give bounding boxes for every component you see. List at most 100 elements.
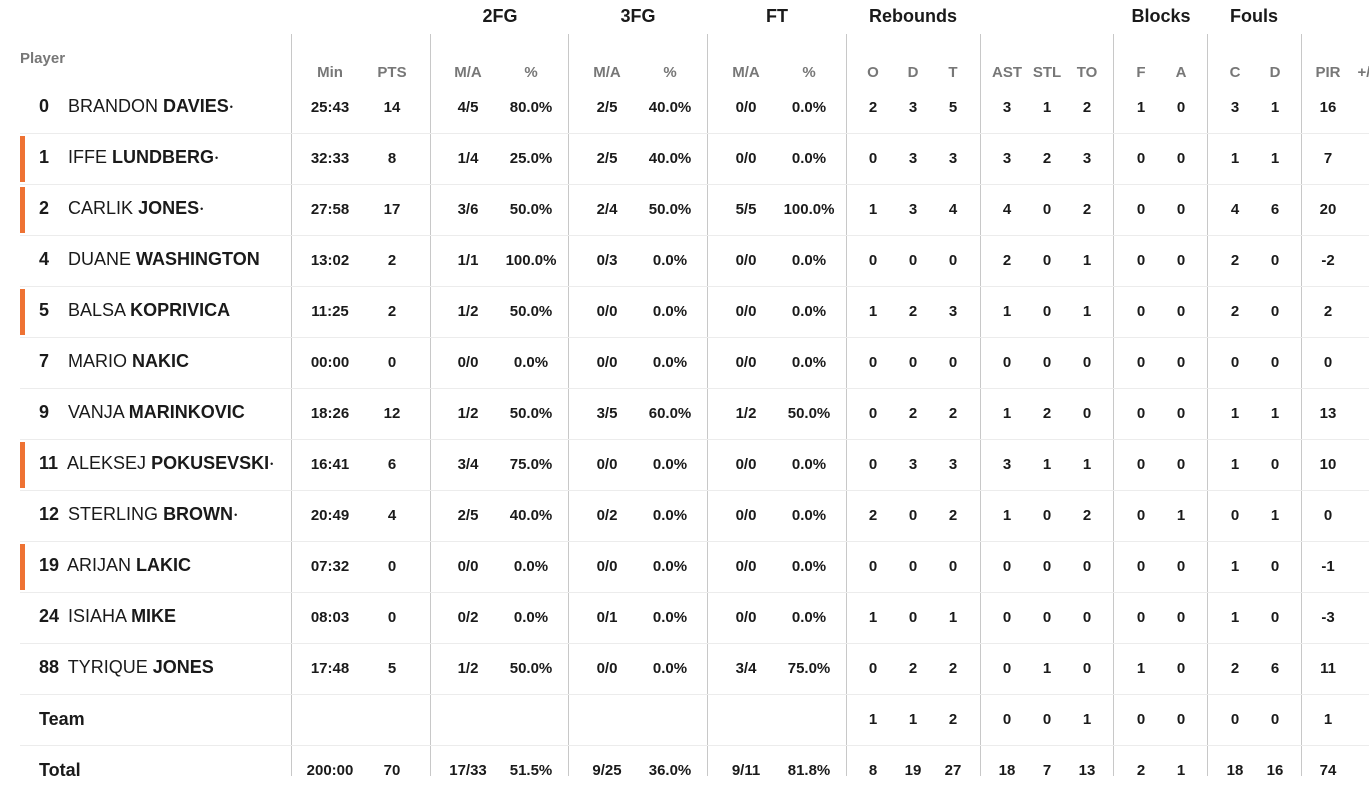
player-name-link[interactable]: 11 ALEKSEJ POKUSEVSKI• <box>39 453 273 474</box>
column-divider <box>846 34 847 776</box>
table-row[interactable]: 9 VANJA MARINKOVIC 18:26 12 1/2 50.0% 3/5 60.0… <box>20 389 1369 440</box>
stat-fc: 0 <box>1230 354 1240 371</box>
stat-pts: 12 <box>383 405 401 422</box>
player-name-link[interactable]: 2 CARLIK JONES• <box>39 198 203 219</box>
stat-fg2-pct: 100.0% <box>505 252 557 269</box>
table-row[interactable]: 12 STERLING BROWN• 20:49 4 2/5 40.0% 0/2 0.0% 0… <box>20 491 1369 542</box>
table-row[interactable]: 7 MARIO NAKIC 00:00 0 0/0 0.0% 0/0 0.0% 0/0 0.0%… <box>20 338 1369 389</box>
stat-ast: 1 <box>1002 303 1012 320</box>
stat-d: 3 <box>908 150 918 167</box>
player-name-link[interactable]: 12 STERLING BROWN• <box>39 504 237 525</box>
player-name-link[interactable]: 7 MARIO NAKIC <box>39 351 190 372</box>
stat-fg3-ma: 0/0 <box>596 558 618 575</box>
stat-t: 3 <box>948 303 958 320</box>
stat-fg3-ma: 0/0 <box>596 354 618 371</box>
column-header-fc: C <box>1229 64 1241 81</box>
stat-fg2-pct: 0.0% <box>513 354 549 371</box>
stat-fg2-ma: 0/0 <box>457 354 479 371</box>
stat-fg3-ma: 3/5 <box>596 405 618 422</box>
stat-fg2-pct: 80.0% <box>509 99 553 116</box>
stat-fg2-ma: 1/1 <box>457 252 479 269</box>
stat-fg3-pct: 0.0% <box>652 252 688 269</box>
player-number: 9 <box>39 402 50 422</box>
stat-fg2-pct: 0.0% <box>513 558 549 575</box>
stat-fg3-pct: 0.0% <box>652 558 688 575</box>
player-name-link[interactable]: 88 TYRIQUE JONES <box>39 657 215 678</box>
player-number: 0 <box>39 96 50 116</box>
stat-ft-ma: 9/11 <box>731 762 761 779</box>
stat-to: 0 <box>1082 354 1092 371</box>
column-divider <box>980 34 981 776</box>
stat-fd: 6 <box>1270 201 1280 218</box>
stat-ft-ma: 5/5 <box>735 201 757 218</box>
stat-to: 13 <box>1078 762 1096 779</box>
stat-ft-pct: 0.0% <box>791 456 827 473</box>
table-row[interactable]: 5 BALSA KOPRIVICA 11:25 2 1/2 50.0% 0/0 0.0% 0/… <box>20 287 1369 338</box>
stat-fg3-pct: 40.0% <box>648 150 692 167</box>
stat-ft-ma: 0/0 <box>735 558 757 575</box>
stat-ft-ma: 0/0 <box>735 303 757 320</box>
stat-d: 0 <box>908 609 918 626</box>
stat-stl: 0 <box>1042 252 1052 269</box>
stat-fg3-ma: 0/1 <box>596 609 618 626</box>
player-number: 5 <box>39 300 50 320</box>
stat-pts: 2 <box>387 252 397 269</box>
stat-to: 2 <box>1082 201 1092 218</box>
stat-pts: 0 <box>387 354 397 371</box>
stat-ft-pct: 0.0% <box>791 303 827 320</box>
table-row[interactable]: 1 IFFE LUNDBERG• 32:33 8 1/4 25.0% 2/5 40.0% 0/… <box>20 134 1369 185</box>
table-row[interactable]: 24 ISIAHA MIKE 08:03 0 0/2 0.0% 0/1 0.0% 0/0 0.0… <box>20 593 1369 644</box>
player-last-name: BROWN <box>163 504 234 524</box>
player-marker-dot: • <box>200 204 204 215</box>
player-name-link[interactable]: 4 DUANE WASHINGTON <box>39 249 261 270</box>
stat-fg2-pct: 50.0% <box>509 303 553 320</box>
stat-t: 1 <box>948 609 958 626</box>
player-number: 24 <box>39 606 60 626</box>
column-header-pir: PIR <box>1315 64 1341 81</box>
stat-ast: 0 <box>1002 609 1012 626</box>
player-first-name: VANJA <box>68 402 124 422</box>
stat-fg2-pct: 51.5% <box>509 762 553 779</box>
table-row[interactable]: 88 TYRIQUE JONES 17:48 5 1/2 50.0% 0/0 0.0% 3/4… <box>20 644 1369 695</box>
player-name-link[interactable]: 1 IFFE LUNDBERG• <box>39 147 218 168</box>
group-header-row: 2FG 3FG FT Rebounds Blocks Fouls <box>0 0 1369 36</box>
player-name-link[interactable]: 5 BALSA KOPRIVICA <box>39 300 231 321</box>
player-first-name: ISIAHA <box>68 606 127 626</box>
stat-to: 1 <box>1082 252 1092 269</box>
player-first-name: MARIO <box>68 351 128 371</box>
stat-fg3-pct: 40.0% <box>648 99 692 116</box>
stat-fg3-ma: 0/2 <box>596 507 618 524</box>
team-row: Team 1 1 2 0 0 1 0 0 0 0 1 <box>20 695 1369 746</box>
player-name-link[interactable]: 9 VANJA MARINKOVIC <box>39 402 246 423</box>
table-row[interactable]: 19 ARIJAN LAKIC 07:32 0 0/0 0.0% 0/0 0.0% 0/0 0.… <box>20 542 1369 593</box>
player-marker-dot: • <box>270 459 274 470</box>
player-first-name: ALEKSEJ <box>67 453 147 473</box>
player-name-link[interactable]: 0 BRANDON DAVIES• <box>39 96 233 117</box>
stat-ft-pct: 0.0% <box>791 609 827 626</box>
stat-fg2-ma: 3/4 <box>457 456 479 473</box>
stat-fg2-pct: 25.0% <box>509 150 553 167</box>
stat-d: 0 <box>908 507 918 524</box>
player-last-name: WASHINGTON <box>136 249 260 269</box>
player-name-link[interactable]: 24 ISIAHA MIKE <box>39 606 177 627</box>
stat-pts: 5 <box>387 660 397 677</box>
player-number: 7 <box>39 351 50 371</box>
stat-stl: 0 <box>1042 558 1052 575</box>
stat-o: 1 <box>868 609 878 626</box>
stat-fg3-ma: 0/0 <box>596 456 618 473</box>
stat-fg2-pct: 50.0% <box>509 405 553 422</box>
stat-o: 2 <box>868 99 878 116</box>
table-row[interactable]: 0 BRANDON DAVIES• 25:43 14 4/5 80.0% 2/5 40.0%… <box>20 83 1369 134</box>
table-row[interactable]: 2 CARLIK JONES• 27:58 17 3/6 50.0% 2/4 50.0% 5/… <box>20 185 1369 236</box>
stat-ba: 0 <box>1176 711 1186 728</box>
table-row[interactable]: 11 ALEKSEJ POKUSEVSKI• 16:41 6 3/4 75.0% 0/0 0… <box>20 440 1369 491</box>
table-row[interactable]: 4 DUANE WASHINGTON 13:02 2 1/1 100.0% 0/3 0.0%… <box>20 236 1369 287</box>
stat-ba: 0 <box>1176 558 1186 575</box>
stat-pts: 0 <box>387 609 397 626</box>
stat-fd: 0 <box>1270 456 1280 473</box>
stat-o: 2 <box>868 507 878 524</box>
stat-pir: 0 <box>1323 354 1333 371</box>
stat-t: 5 <box>948 99 958 116</box>
stat-fg3-ma: 0/0 <box>596 303 618 320</box>
player-name-link[interactable]: 19 ARIJAN LAKIC <box>39 555 192 576</box>
